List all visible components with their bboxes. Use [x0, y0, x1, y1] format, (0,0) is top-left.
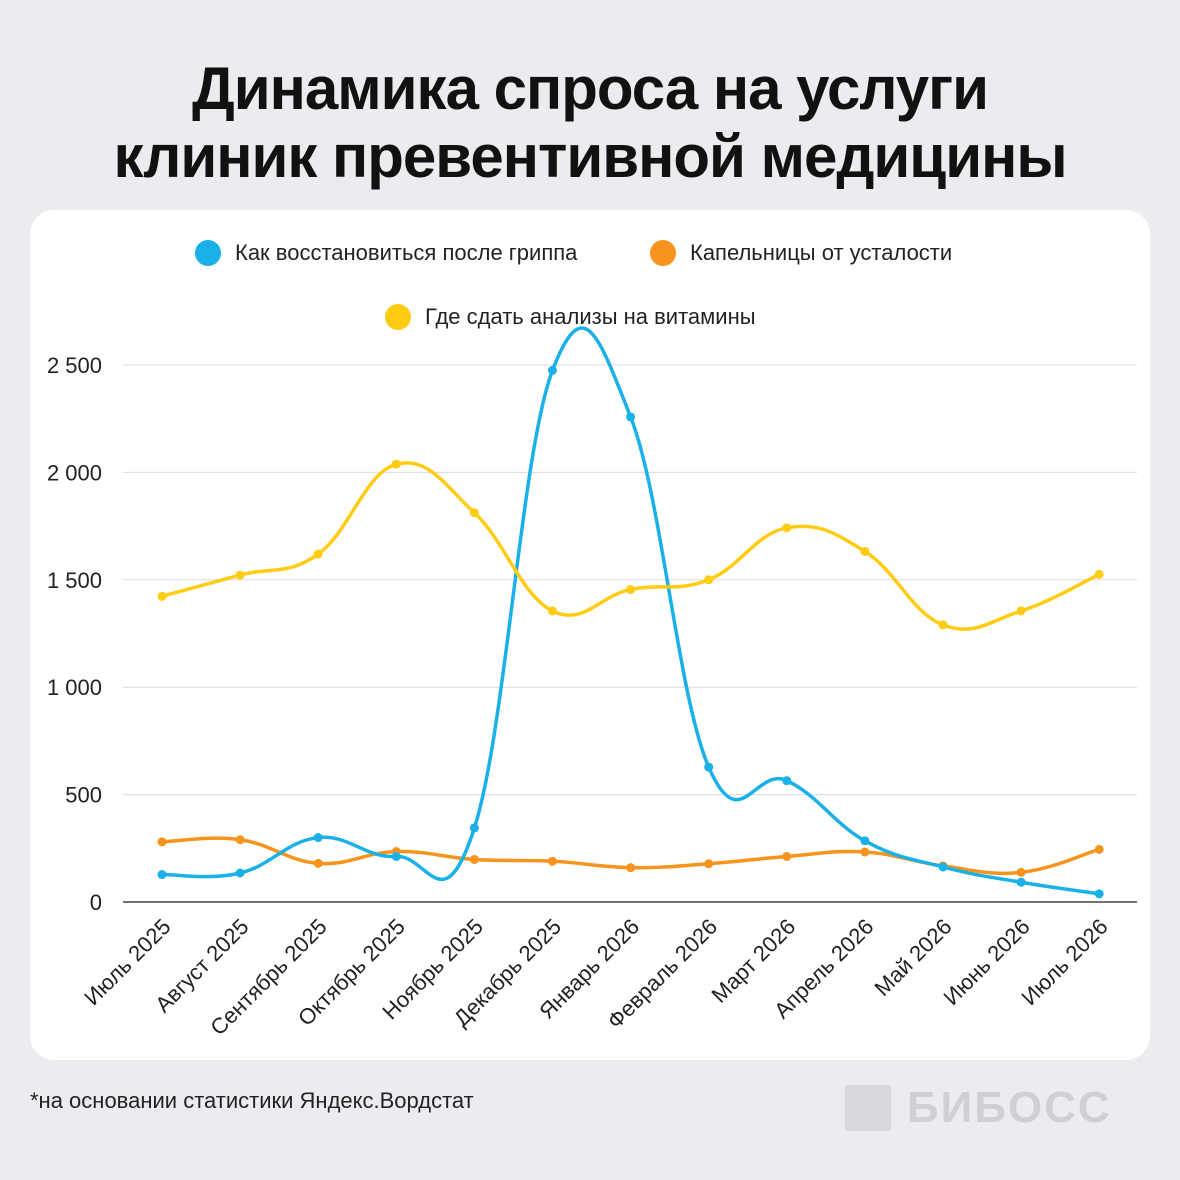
y-tick-label: 2 000 [47, 460, 102, 485]
title-line-2: клиник превентивной медицины [113, 123, 1067, 190]
data-point [469, 508, 479, 518]
data-point [469, 823, 479, 833]
data-point [1016, 606, 1026, 616]
data-point [548, 365, 557, 375]
data-point [938, 620, 948, 630]
legend-item-drips[interactable]: Капельницы от усталости [650, 240, 952, 266]
data-point [626, 584, 636, 594]
data-point [782, 523, 792, 533]
legend-dot-drips [650, 240, 676, 266]
logo: БИБОСС [845, 1083, 1112, 1132]
data-point [469, 854, 479, 864]
data-point [157, 591, 167, 601]
legend-item-flu[interactable]: Как восстановиться после гриппа [195, 240, 577, 266]
legend-label-flu: Как восстановиться после гриппа [235, 240, 578, 265]
page-title: Динамика спроса на услуги клиник превент… [0, 55, 1180, 191]
y-tick-label: 1 000 [47, 675, 102, 700]
data-point [313, 833, 323, 843]
legend-dot-flu [195, 240, 221, 266]
data-point [1094, 569, 1104, 579]
data-point [860, 847, 870, 857]
data-point [626, 412, 636, 422]
data-point [313, 858, 323, 868]
data-point [704, 762, 714, 772]
data-point [548, 606, 557, 616]
data-point [157, 870, 167, 880]
data-point [782, 776, 792, 786]
data-point [782, 851, 792, 861]
logo-mark [845, 1085, 891, 1131]
data-point [391, 459, 401, 469]
series-line [160, 326, 1101, 896]
y-tick-label: 2 500 [47, 353, 102, 378]
data-point [548, 856, 557, 866]
y-tick-label: 1 500 [47, 568, 102, 593]
logo-text: БИБОСС [907, 1083, 1112, 1132]
series-line [160, 461, 1101, 631]
legend-label-drips: Капельницы от усталости [690, 240, 953, 265]
chart-card: Как восстановиться после гриппа Капельни… [30, 210, 1150, 1060]
data-point [313, 549, 323, 559]
data-point [1094, 889, 1104, 899]
data-point [235, 835, 245, 845]
legend-label-vitamins: Где сдать анализы на витамины [425, 304, 756, 329]
y-tick-label: 500 [65, 783, 102, 808]
data-point [157, 837, 167, 847]
data-point [391, 851, 401, 861]
title-line-1: Динамика спроса на услуги [192, 55, 989, 122]
data-point [626, 863, 636, 873]
data-point [704, 575, 714, 585]
data-point [1016, 877, 1026, 887]
footnote: *на основании статистики Яндекс.Вордстат [30, 1088, 474, 1113]
data-point [235, 868, 245, 878]
legend-dot-vitamins [385, 304, 411, 330]
data-point [860, 836, 870, 846]
data-point [1094, 844, 1104, 854]
data-point [704, 859, 714, 869]
data-point [235, 570, 245, 580]
data-point [938, 862, 948, 872]
data-point [1016, 867, 1026, 877]
data-point [860, 546, 870, 556]
y-tick-label: 0 [90, 890, 102, 915]
legend-item-vitamins[interactable]: Где сдать анализы на витамины [385, 304, 756, 330]
